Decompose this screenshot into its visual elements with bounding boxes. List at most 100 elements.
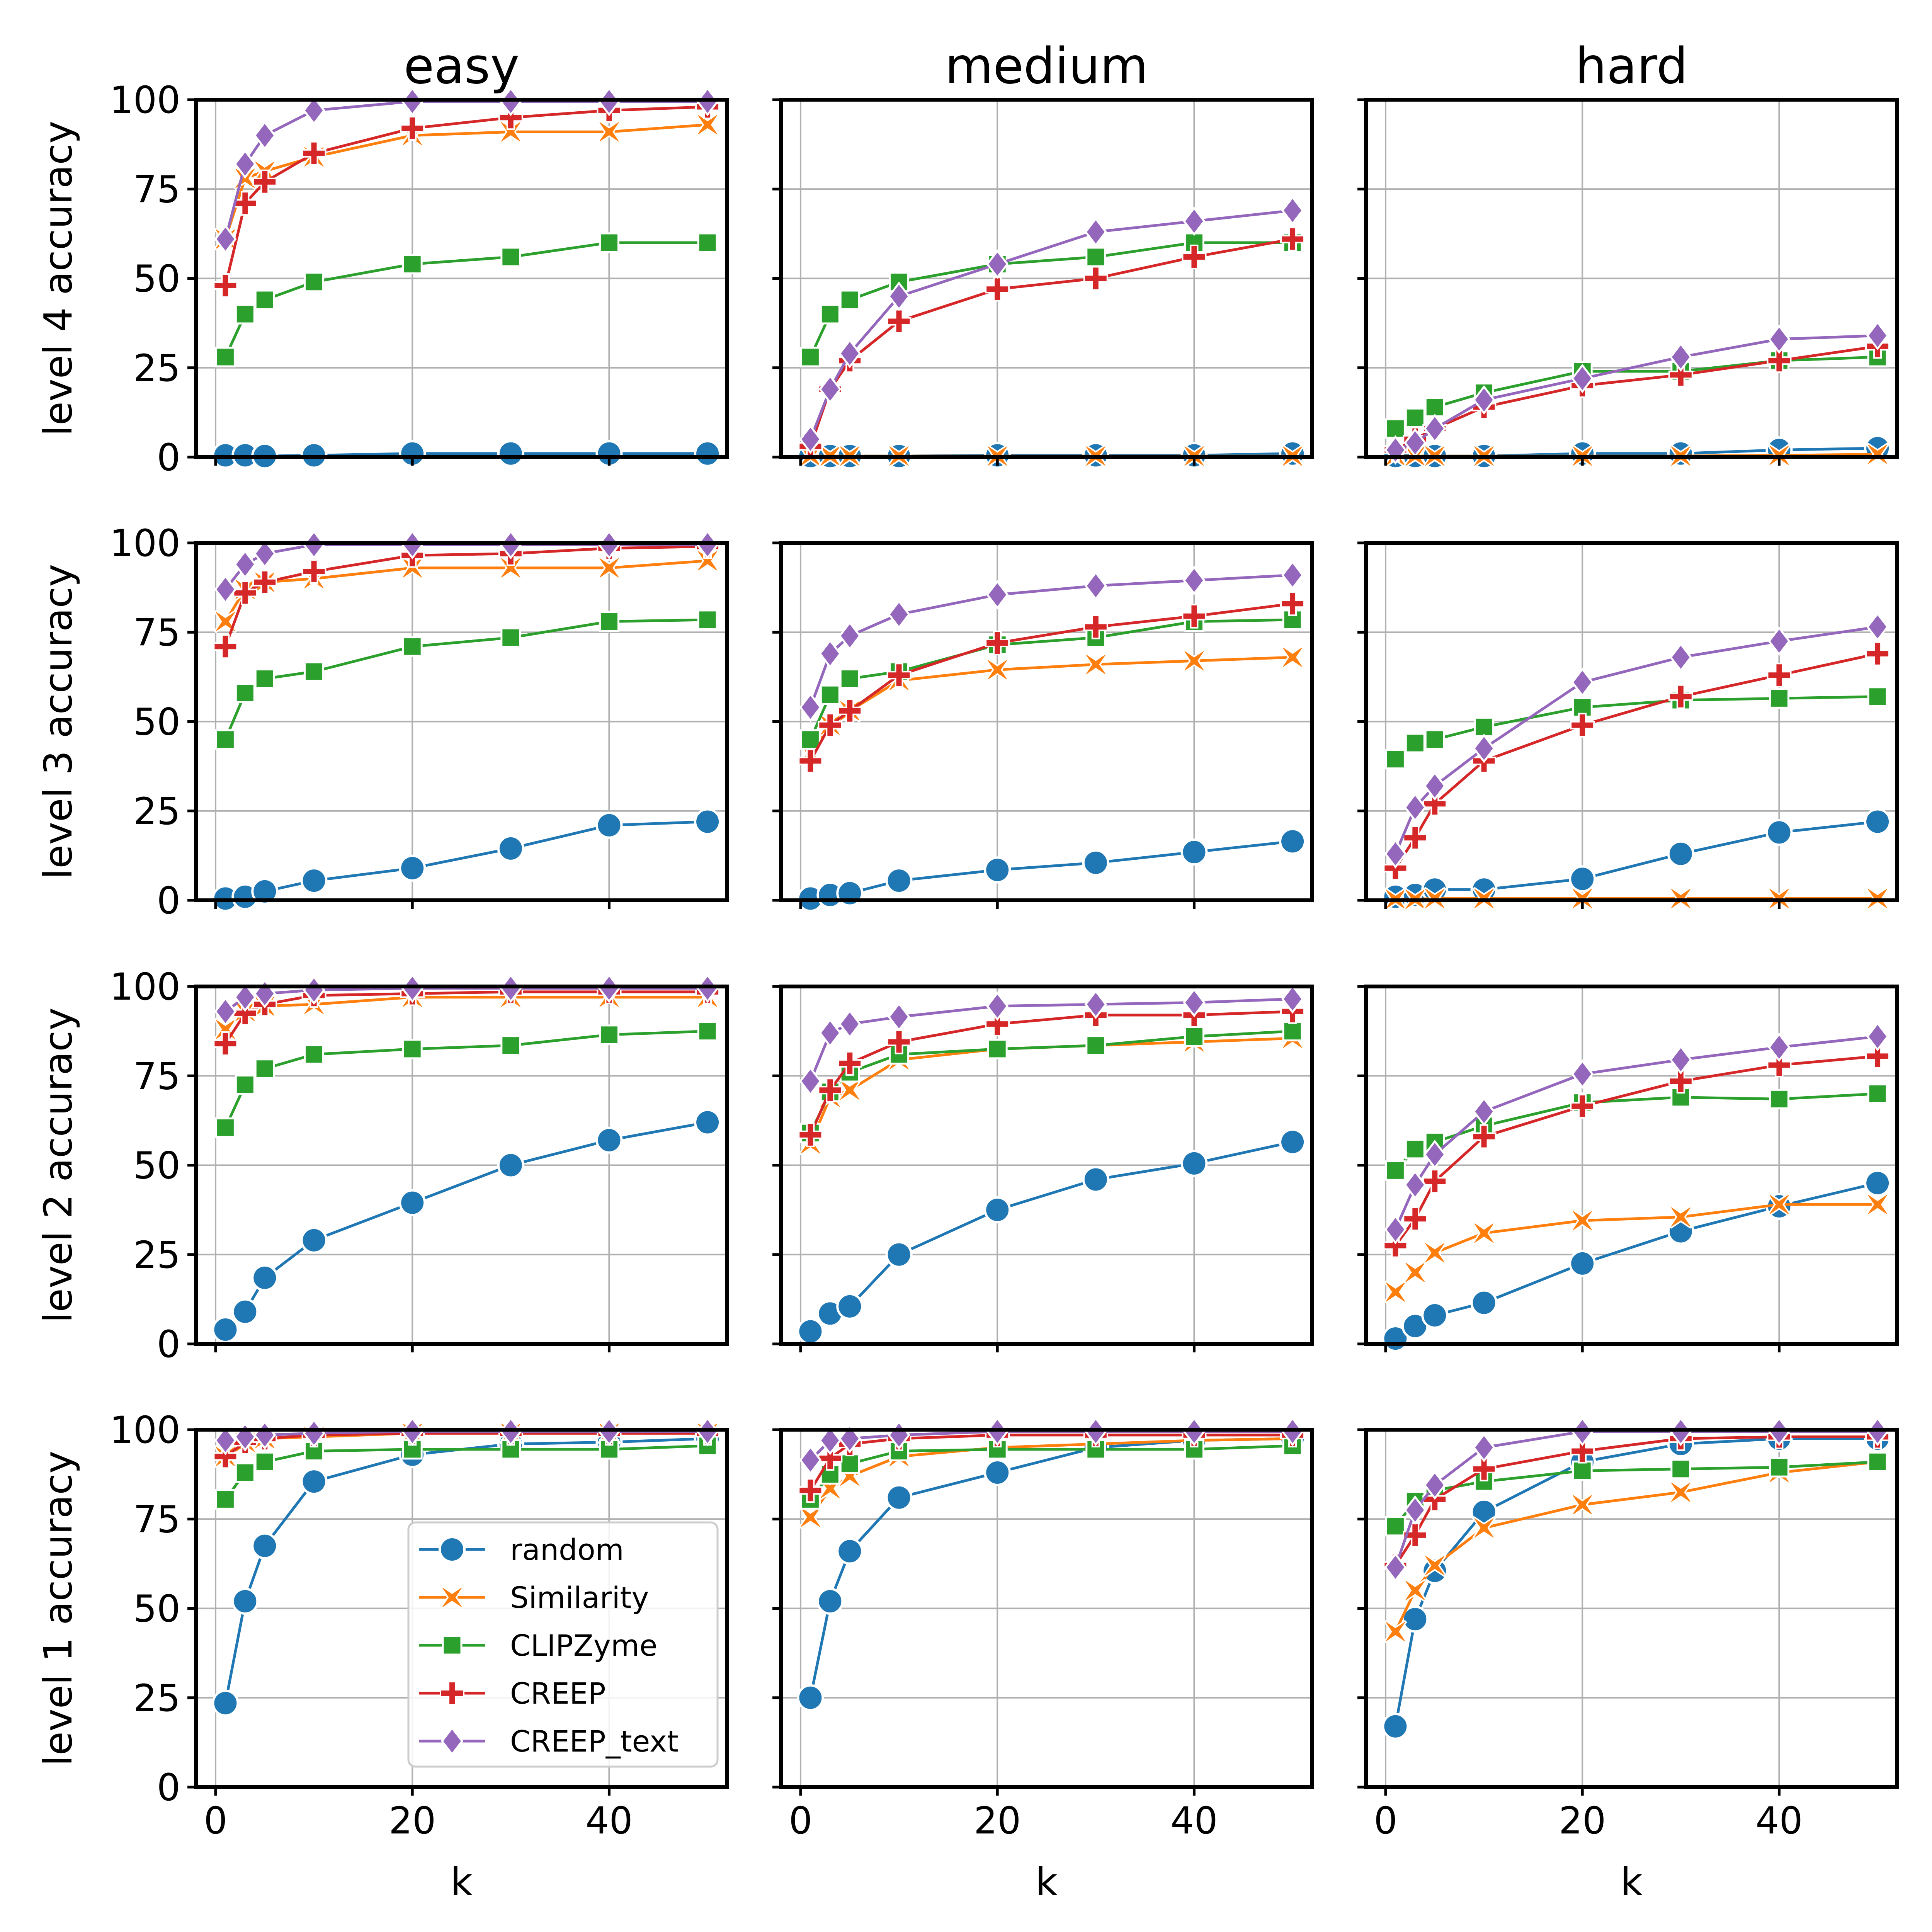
series-CREEP	[798, 999, 1305, 1147]
data-point-CLIPZyme	[235, 683, 255, 703]
series-Similarity	[799, 645, 1304, 765]
data-point-CLIPZyme	[304, 1441, 325, 1461]
data-point-CLIPZyme	[1184, 1026, 1204, 1047]
data-point-random	[984, 1459, 1011, 1486]
data-point-CLIPZyme	[889, 1044, 910, 1065]
data-point-CLIPZyme	[235, 1074, 255, 1095]
data-point-Similarity	[1423, 1554, 1447, 1577]
data-point-CREEP	[213, 1031, 238, 1056]
legend-label: Similarity	[510, 1580, 649, 1615]
series-line-random	[809, 1437, 1293, 1698]
series-CREEP	[1383, 1424, 1890, 1578]
panel-level-1-easy: 0 20 40 0 25 50 75 100 k	[110, 1408, 729, 1905]
data-point-random	[212, 1316, 239, 1343]
y-tick-label: 75	[133, 1498, 180, 1541]
series-line-CLIPZyme	[809, 1030, 1293, 1134]
x-tick-label: 40	[1755, 1799, 1803, 1842]
data-point-CREEP_text	[253, 539, 276, 568]
data-point-CLIPZyme	[1867, 1083, 1888, 1104]
panel-level-4-medium	[772, 98, 1314, 470]
data-point-CREEP_text	[214, 224, 237, 254]
series-line-CREEP_text	[1394, 625, 1878, 855]
data-point-CLIPZyme	[1385, 749, 1406, 770]
data-point-CREEP_text	[1404, 793, 1427, 822]
data-point-CREEP_text	[1281, 984, 1304, 1014]
series-line-Similarity	[809, 656, 1293, 755]
data-point-CREEP	[1083, 614, 1108, 639]
row-ylabel-level-1: level 1 accuracy	[36, 1451, 81, 1766]
data-point-random	[1569, 1250, 1596, 1277]
data-point-CREEP_text	[1473, 1097, 1495, 1126]
data-point-CLIPZyme	[820, 684, 840, 705]
data-point-CREEP	[1570, 1094, 1595, 1119]
series-random	[1382, 808, 1891, 910]
data-point-Similarity	[1472, 1516, 1496, 1540]
series-CLIPZyme	[215, 609, 718, 750]
data-point-random	[1180, 838, 1208, 866]
data-point-CLIPZyme	[254, 289, 275, 310]
data-point-CREEP_text	[1404, 1495, 1427, 1525]
data-point-random	[231, 1298, 259, 1325]
legend-marker-CLIPZyme	[442, 1635, 463, 1656]
data-point-CREEP	[1471, 1124, 1497, 1149]
row-ylabel-level-4: level 4 accuracy	[36, 121, 81, 436]
data-point-random	[1279, 1128, 1306, 1156]
data-point-CLIPZyme	[1405, 407, 1425, 428]
data-point-CREEP	[252, 169, 277, 194]
y-tick-label: 75	[133, 1054, 180, 1098]
data-point-random	[1421, 1302, 1449, 1329]
data-point-CREEP_text	[838, 621, 861, 651]
series-CREEP	[1383, 641, 1890, 881]
data-point-random	[399, 440, 426, 467]
series-line-CLIPZyme	[224, 241, 708, 358]
series-random	[1382, 1169, 1891, 1352]
data-point-CLIPZyme	[1385, 418, 1406, 439]
panel-level-4-hard	[1357, 98, 1899, 470]
data-point-CREEP_text	[838, 1009, 861, 1039]
data-point-random	[595, 1126, 623, 1154]
series-line-CREEP	[809, 238, 1293, 447]
column-title-medium: medium	[945, 37, 1148, 95]
data-point-CREEP	[213, 273, 238, 298]
series-Similarity	[214, 113, 719, 251]
panel-level-2-hard	[1357, 985, 1899, 1352]
data-point-CLIPZyme	[697, 1021, 718, 1042]
data-point-Similarity	[1669, 1480, 1692, 1504]
legend-marker-CREEP_text	[440, 1726, 464, 1756]
y-tick-label: 50	[133, 257, 180, 301]
data-point-random	[836, 1293, 864, 1320]
data-point-CREEP	[233, 191, 258, 216]
data-point-CREEP_text	[1183, 988, 1206, 1017]
data-point-CLIPZyme	[500, 627, 521, 648]
series-CREEP_text	[214, 87, 719, 254]
series-Similarity	[214, 985, 719, 1041]
data-point-CREEP	[1865, 1044, 1890, 1069]
data-point-CREEP_text	[1768, 324, 1791, 354]
data-point-CREEP_text	[214, 997, 237, 1026]
series-line-Similarity	[809, 1037, 1293, 1145]
data-point-random	[300, 1468, 328, 1495]
series-CLIPZyme	[1385, 347, 1888, 439]
x-tick-label: 0	[204, 1799, 227, 1842]
y-tick-label: 100	[110, 965, 180, 1009]
series-line-random	[810, 840, 1293, 900]
series-line-CREEP	[224, 990, 708, 1044]
data-point-CREEP_text	[253, 121, 276, 150]
data-point-random	[1082, 1166, 1109, 1193]
data-point-CREEP	[1403, 1206, 1428, 1231]
data-point-random	[251, 1532, 279, 1560]
data-point-CLIPZyme	[1670, 1459, 1691, 1480]
data-point-CREEP	[301, 559, 327, 584]
data-point-random	[497, 440, 524, 467]
data-point-CREEP	[1570, 713, 1595, 738]
data-point-CREEP_text	[1669, 642, 1692, 672]
series-line-Similarity	[224, 996, 708, 1031]
data-point-CLIPZyme	[839, 1453, 860, 1474]
data-point-random	[1382, 1713, 1409, 1740]
data-point-CREEP	[1668, 1069, 1693, 1094]
data-point-CLIPZyme	[254, 668, 275, 689]
data-point-CREEP	[886, 663, 912, 688]
data-point-CREEP_text	[799, 424, 822, 454]
series-CLIPZyme	[800, 609, 1303, 750]
series-line-random	[225, 820, 708, 900]
